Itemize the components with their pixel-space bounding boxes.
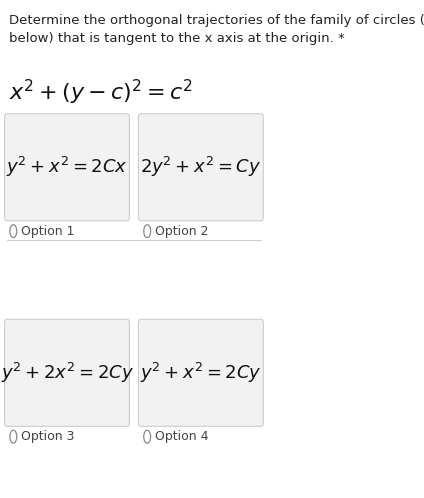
Text: Determine the orthogonal trajectories of the family of circles (equation
below) : Determine the orthogonal trajectories of… (9, 14, 424, 45)
Text: $y^2 + x^2 = 2Cx$: $y^2 + x^2 = 2Cx$ (6, 155, 128, 179)
Text: $y^2 + x^2 = 2Cy$: $y^2 + x^2 = 2Cy$ (140, 361, 262, 385)
Text: Option 2: Option 2 (155, 225, 208, 238)
Text: Option 1: Option 1 (21, 225, 74, 238)
Circle shape (10, 225, 17, 238)
FancyBboxPatch shape (5, 319, 129, 426)
Text: $y^2 + 2x^2 = 2Cy$: $y^2 + 2x^2 = 2Cy$ (0, 361, 134, 385)
Text: Option 4: Option 4 (155, 430, 208, 443)
Circle shape (10, 430, 17, 443)
Text: $2y^2 + x^2 = Cy$: $2y^2 + x^2 = Cy$ (140, 155, 261, 179)
Circle shape (144, 225, 151, 238)
Text: $x^2 + (y - c)^2 = c^2$: $x^2 + (y - c)^2 = c^2$ (9, 78, 193, 108)
FancyBboxPatch shape (139, 319, 263, 426)
Circle shape (144, 430, 151, 443)
Text: Option 3: Option 3 (21, 430, 74, 443)
FancyBboxPatch shape (5, 114, 129, 221)
FancyBboxPatch shape (139, 114, 263, 221)
